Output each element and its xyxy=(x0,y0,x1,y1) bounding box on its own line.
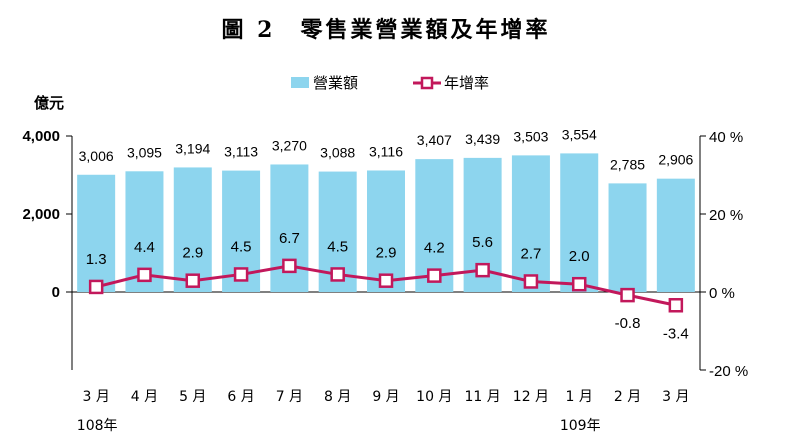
growth-rate-marker xyxy=(282,258,297,274)
bar-value-label: 3,095 xyxy=(127,144,162,160)
bar xyxy=(608,183,647,292)
x-axis-year-label: 108年 xyxy=(77,418,118,434)
bar xyxy=(560,153,599,292)
growth-rate-marker xyxy=(668,298,684,313)
bar-value-label: 3,116 xyxy=(369,143,403,159)
bar-value-label: 3,439 xyxy=(465,131,500,147)
bar-value-label: 3,194 xyxy=(175,140,210,156)
growth-rate-label: 1.3 xyxy=(86,251,107,268)
labels: 3,006 3,095 3,194 3,113 3,270 3,088 3,116 3,407… xyxy=(77,126,694,434)
growth-rate-label: -3.4 xyxy=(663,325,689,342)
growth-rate-marker xyxy=(620,287,635,303)
left-axis-tick-label: 0 xyxy=(52,284,60,301)
bar-value-label: 3,270 xyxy=(272,137,307,153)
growth-rate-marker xyxy=(475,262,490,278)
bar-value-label: 3,088 xyxy=(320,145,355,161)
left-axis-unit: 億元 xyxy=(34,94,64,112)
legend-bar-label: 營業額 xyxy=(313,74,358,92)
growth-rate-marker xyxy=(330,267,345,282)
line-series xyxy=(88,258,684,313)
growth-rate-label: -0.8 xyxy=(615,315,641,332)
x-axis-category-label: 9 月 xyxy=(372,389,399,405)
x-axis-category-label: 6 月 xyxy=(227,389,254,405)
growth-rate-marker xyxy=(233,267,249,282)
left-axis-tick-label: 4,000 xyxy=(22,128,60,145)
bars xyxy=(77,153,695,292)
x-axis-category-label: 10 月 xyxy=(416,389,452,405)
x-axis-category-label: 7 月 xyxy=(276,389,303,405)
growth-rate-label: 6.7 xyxy=(279,230,300,247)
x-axis-category-label: 3 月 xyxy=(662,389,689,405)
legend: 營業額 年增率 xyxy=(291,74,489,92)
growth-rate-label: 4.4 xyxy=(134,239,155,256)
x-axis-category-label: 1 月 xyxy=(566,389,593,405)
growth-rate-marker xyxy=(378,273,394,288)
bar-value-label: 3,113 xyxy=(224,144,258,160)
x-axis-category-label: 12 月 xyxy=(513,389,549,405)
growth-rate-marker xyxy=(427,268,442,283)
growth-rate-label: 2.0 xyxy=(569,248,590,265)
chart-title: 圖 2 零售業營業額及年增率 xyxy=(222,17,551,43)
bar xyxy=(367,170,405,292)
bar xyxy=(173,167,212,292)
right-axis-tick-label: -20 % xyxy=(709,363,748,380)
growth-rate-label: 4.5 xyxy=(327,238,348,255)
bar-value-label: 2,785 xyxy=(610,156,645,172)
legend-line-marker xyxy=(420,76,434,90)
legend-line-label: 年增率 xyxy=(444,74,489,92)
growth-rate-label: 4.2 xyxy=(424,240,445,257)
x-axis-category-label: 5 月 xyxy=(179,389,206,405)
right-axis-tick-label: 40 % xyxy=(709,129,743,146)
growth-rate-marker xyxy=(88,279,104,295)
growth-rate-label: 2.7 xyxy=(520,245,541,262)
bar xyxy=(77,174,116,292)
growth-rate-label: 2.9 xyxy=(182,245,203,262)
bar-value-label: 3,503 xyxy=(513,128,548,144)
growth-rate-marker xyxy=(137,267,152,283)
bar-value-label: 3,006 xyxy=(79,148,114,164)
legend-bar-swatch xyxy=(291,77,309,88)
growth-rate-label: 4.5 xyxy=(231,238,252,255)
x-axis-category-label: 8 月 xyxy=(324,389,351,405)
growth-rate-marker xyxy=(523,274,539,289)
growth-rate-label: 5.6 xyxy=(472,234,493,251)
x-axis-category-label: 3 月 xyxy=(82,389,109,405)
x-axis-category-label: 4 月 xyxy=(131,389,158,405)
x-axis-year-label: 109年 xyxy=(560,418,601,434)
bar xyxy=(656,178,695,292)
growth-rate-marker xyxy=(571,276,587,292)
bar-value-label: 3,554 xyxy=(562,126,597,142)
growth-rate-marker xyxy=(185,273,201,288)
right-axis-tick-label: 20 % xyxy=(709,207,743,224)
growth-rate-label: 2.9 xyxy=(376,245,397,262)
x-axis-category-label: 2 月 xyxy=(614,389,641,405)
left-axis-tick-label: 2,000 xyxy=(22,206,60,223)
bar-value-label: 3,407 xyxy=(417,132,452,148)
bar-value-label: 2,906 xyxy=(658,152,693,168)
x-axis-category-label: 11 月 xyxy=(464,389,500,405)
right-axis-tick-label: 0 % xyxy=(709,285,735,302)
bar xyxy=(511,155,550,292)
